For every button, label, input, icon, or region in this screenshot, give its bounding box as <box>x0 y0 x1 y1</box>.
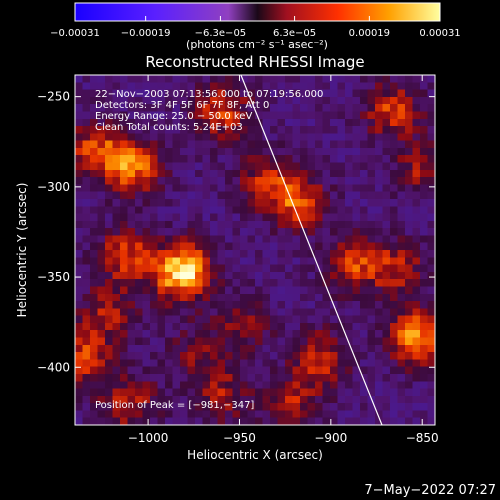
y-tick-label: −400 <box>37 360 70 374</box>
y-tick-label: −250 <box>37 90 70 104</box>
heatmap-raster <box>75 75 435 425</box>
annotation-energy: Energy Range: 25.0 − 50.0 keV <box>95 111 252 122</box>
chart-title: Reconstructed RHESSI Image <box>145 53 364 71</box>
peak-position-label: Position of Peak = [−981,−347] <box>95 400 254 411</box>
y-axis-label: Heliocentric Y (arcsec) <box>15 183 29 318</box>
colorbar-tick-label: −6.3e−05 <box>195 28 247 39</box>
solar-limb-line <box>240 75 383 425</box>
colorbar-tick-label: 0.00019 <box>349 28 390 39</box>
annotation-time: 22−Nov−2003 07:13:56.000 to 07:19:56.000 <box>95 89 323 100</box>
colorbar-unit-label: (photons cm⁻² s⁻¹ asec⁻²) <box>186 38 328 51</box>
colorbar-tick-label: −0.00019 <box>121 28 171 39</box>
colorbar-tick-label: −0.00031 <box>50 28 100 39</box>
annotation-detectors: Detectors: 3F 4F 5F 6F 7F 8F, Att 0 <box>95 100 269 111</box>
header-annotations: 22−Nov−2003 07:13:56.000 to 07:19:56.000… <box>95 89 323 133</box>
x-axis-label: Heliocentric X (arcsec) <box>187 448 323 462</box>
x-tick-label: −1000 <box>128 431 169 445</box>
colorbar-tick-label: 6.3e−05 <box>273 28 316 39</box>
footer-timestamp: 7−May−2022 07:27 <box>364 483 496 498</box>
colorbar-ticks: −0.00031 −0.00019 −6.3e−05 6.3e−05 0.00019 0.… <box>50 16 461 39</box>
colorbar-tick-label: 0.00031 <box>419 28 460 39</box>
axis-ticks: −1000 −950 −900 −850 −250 −300 −350 −400 <box>37 75 439 445</box>
annotation-clean: Clean Total counts: 5.24E+03 <box>95 122 243 133</box>
heatmap-image <box>75 75 435 425</box>
plot-frame <box>74 74 436 426</box>
x-tick-label: −950 <box>223 431 256 445</box>
colorbar <box>74 2 441 22</box>
y-tick-label: −350 <box>37 270 70 284</box>
x-tick-label: −850 <box>406 431 439 445</box>
y-tick-label: −300 <box>37 180 70 194</box>
x-tick-label: −900 <box>314 431 347 445</box>
